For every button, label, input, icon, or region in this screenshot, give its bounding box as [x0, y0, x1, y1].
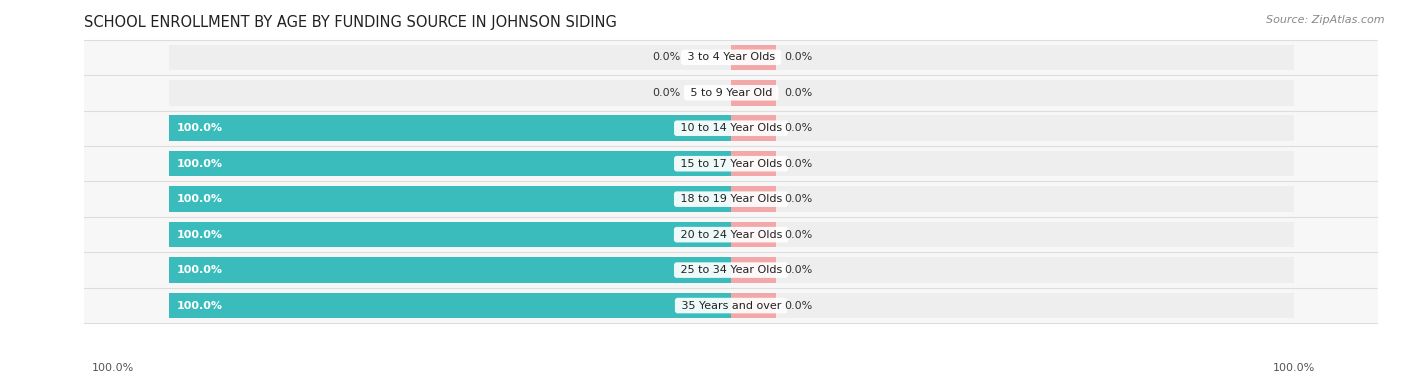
Text: Source: ZipAtlas.com: Source: ZipAtlas.com	[1267, 15, 1385, 25]
Text: 0.0%: 0.0%	[785, 230, 813, 240]
Text: 0.0%: 0.0%	[652, 52, 681, 62]
Text: 0.0%: 0.0%	[785, 194, 813, 204]
Bar	[84, 40, 1378, 75]
Text: 18 to 19 Year Olds: 18 to 19 Year Olds	[676, 194, 786, 204]
Bar	[169, 151, 731, 177]
Bar	[169, 222, 731, 248]
Text: 15 to 17 Year Olds: 15 to 17 Year Olds	[676, 159, 786, 169]
Bar	[731, 293, 776, 318]
Text: 0.0%: 0.0%	[785, 301, 813, 311]
Bar	[169, 293, 731, 318]
Bar	[84, 75, 1378, 110]
Text: SCHOOL ENROLLMENT BY AGE BY FUNDING SOURCE IN JOHNSON SIDING: SCHOOL ENROLLMENT BY AGE BY FUNDING SOUR…	[84, 15, 617, 30]
Text: 100.0%: 100.0%	[1272, 363, 1315, 373]
Text: 100.0%: 100.0%	[177, 159, 224, 169]
Bar	[731, 45, 776, 70]
Text: 0.0%: 0.0%	[785, 123, 813, 133]
Bar	[731, 257, 776, 283]
Text: 100.0%: 100.0%	[91, 363, 134, 373]
Bar	[731, 186, 776, 212]
Bar	[84, 181, 1378, 217]
Bar	[731, 115, 776, 141]
Bar	[169, 186, 731, 212]
Bar	[84, 288, 1378, 323]
Bar	[169, 151, 1294, 177]
Bar	[169, 257, 1294, 283]
Text: 100.0%: 100.0%	[177, 194, 224, 204]
Bar	[731, 80, 776, 105]
Bar	[169, 80, 1294, 105]
Text: 0.0%: 0.0%	[785, 265, 813, 275]
Text: 0.0%: 0.0%	[785, 159, 813, 169]
Text: 0.0%: 0.0%	[652, 88, 681, 98]
Bar	[84, 253, 1378, 288]
Text: 5 to 9 Year Old: 5 to 9 Year Old	[686, 88, 776, 98]
Bar	[731, 151, 776, 177]
Text: 25 to 34 Year Olds: 25 to 34 Year Olds	[676, 265, 786, 275]
Bar	[169, 257, 731, 283]
Text: 100.0%: 100.0%	[177, 123, 224, 133]
Bar	[169, 186, 1294, 212]
Bar	[84, 217, 1378, 253]
Text: 20 to 24 Year Olds: 20 to 24 Year Olds	[676, 230, 786, 240]
Text: 100.0%: 100.0%	[177, 230, 224, 240]
Text: 3 to 4 Year Olds: 3 to 4 Year Olds	[683, 52, 779, 62]
Bar	[731, 222, 776, 248]
Text: 100.0%: 100.0%	[177, 301, 224, 311]
Text: 10 to 14 Year Olds: 10 to 14 Year Olds	[676, 123, 786, 133]
Bar	[84, 110, 1378, 146]
Bar	[169, 115, 1294, 141]
Bar	[169, 222, 1294, 248]
Text: 0.0%: 0.0%	[785, 52, 813, 62]
Bar	[169, 45, 1294, 70]
Bar	[169, 115, 731, 141]
Text: 0.0%: 0.0%	[785, 88, 813, 98]
Text: 100.0%: 100.0%	[177, 265, 224, 275]
Bar	[169, 293, 1294, 318]
Text: 35 Years and over: 35 Years and over	[678, 301, 785, 311]
Bar	[84, 146, 1378, 181]
